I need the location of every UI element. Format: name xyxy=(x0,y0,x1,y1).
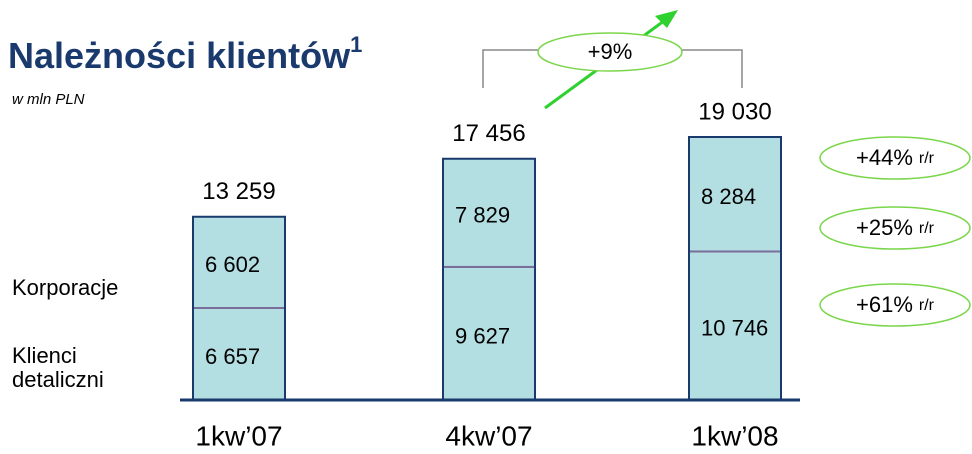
value-label: 8 284 xyxy=(701,184,756,209)
annotation-bubble xyxy=(819,283,971,327)
annotation-suffix: r/r xyxy=(919,220,935,237)
x-tick-label: 1kw’08 xyxy=(691,420,778,451)
annotation: +44% r/r xyxy=(856,145,935,170)
value-label: 10 746 xyxy=(701,316,768,341)
x-tick-label: 4kw’07 xyxy=(445,420,532,451)
value-label: 6 602 xyxy=(205,252,260,277)
annotation-text: +9% xyxy=(588,39,633,64)
value-label: 9 627 xyxy=(455,323,510,348)
legend-label: Klienci detaliczni xyxy=(12,343,104,392)
chart-title: Należności klientów1 xyxy=(8,32,362,76)
value-label: 7 829 xyxy=(455,203,510,228)
annotation-bubble xyxy=(819,136,971,180)
annotation: +9% xyxy=(588,39,633,64)
title-text: Należności klientów xyxy=(8,35,351,76)
annotation-text: +25% xyxy=(856,215,913,240)
subtitle: w mln PLN xyxy=(12,91,85,108)
x-tick-label: 1kw’07 xyxy=(195,420,282,451)
title-footnote: 1 xyxy=(350,32,362,57)
annotation-bubble xyxy=(819,206,971,250)
annotation-text: +61% xyxy=(856,292,913,317)
total-label: 17 456 xyxy=(452,120,525,147)
value-label: 6 657 xyxy=(205,344,260,369)
annotation: +61% r/r xyxy=(856,292,935,317)
annotation: +25% r/r xyxy=(856,215,935,240)
total-label: 13 259 xyxy=(202,178,275,205)
annotation-suffix: r/r xyxy=(919,297,935,314)
arrow-head xyxy=(655,10,678,28)
bar-segment xyxy=(192,215,286,309)
annotation-text: +44% xyxy=(856,145,913,170)
annotation-bubble xyxy=(537,32,683,72)
bar-segment xyxy=(192,306,286,402)
total-label: 19 030 xyxy=(698,98,771,125)
legend-label: Korporacje xyxy=(12,275,119,300)
bar-segment xyxy=(688,136,782,253)
bar-segment xyxy=(442,157,536,268)
annotation-suffix: r/r xyxy=(919,150,935,167)
